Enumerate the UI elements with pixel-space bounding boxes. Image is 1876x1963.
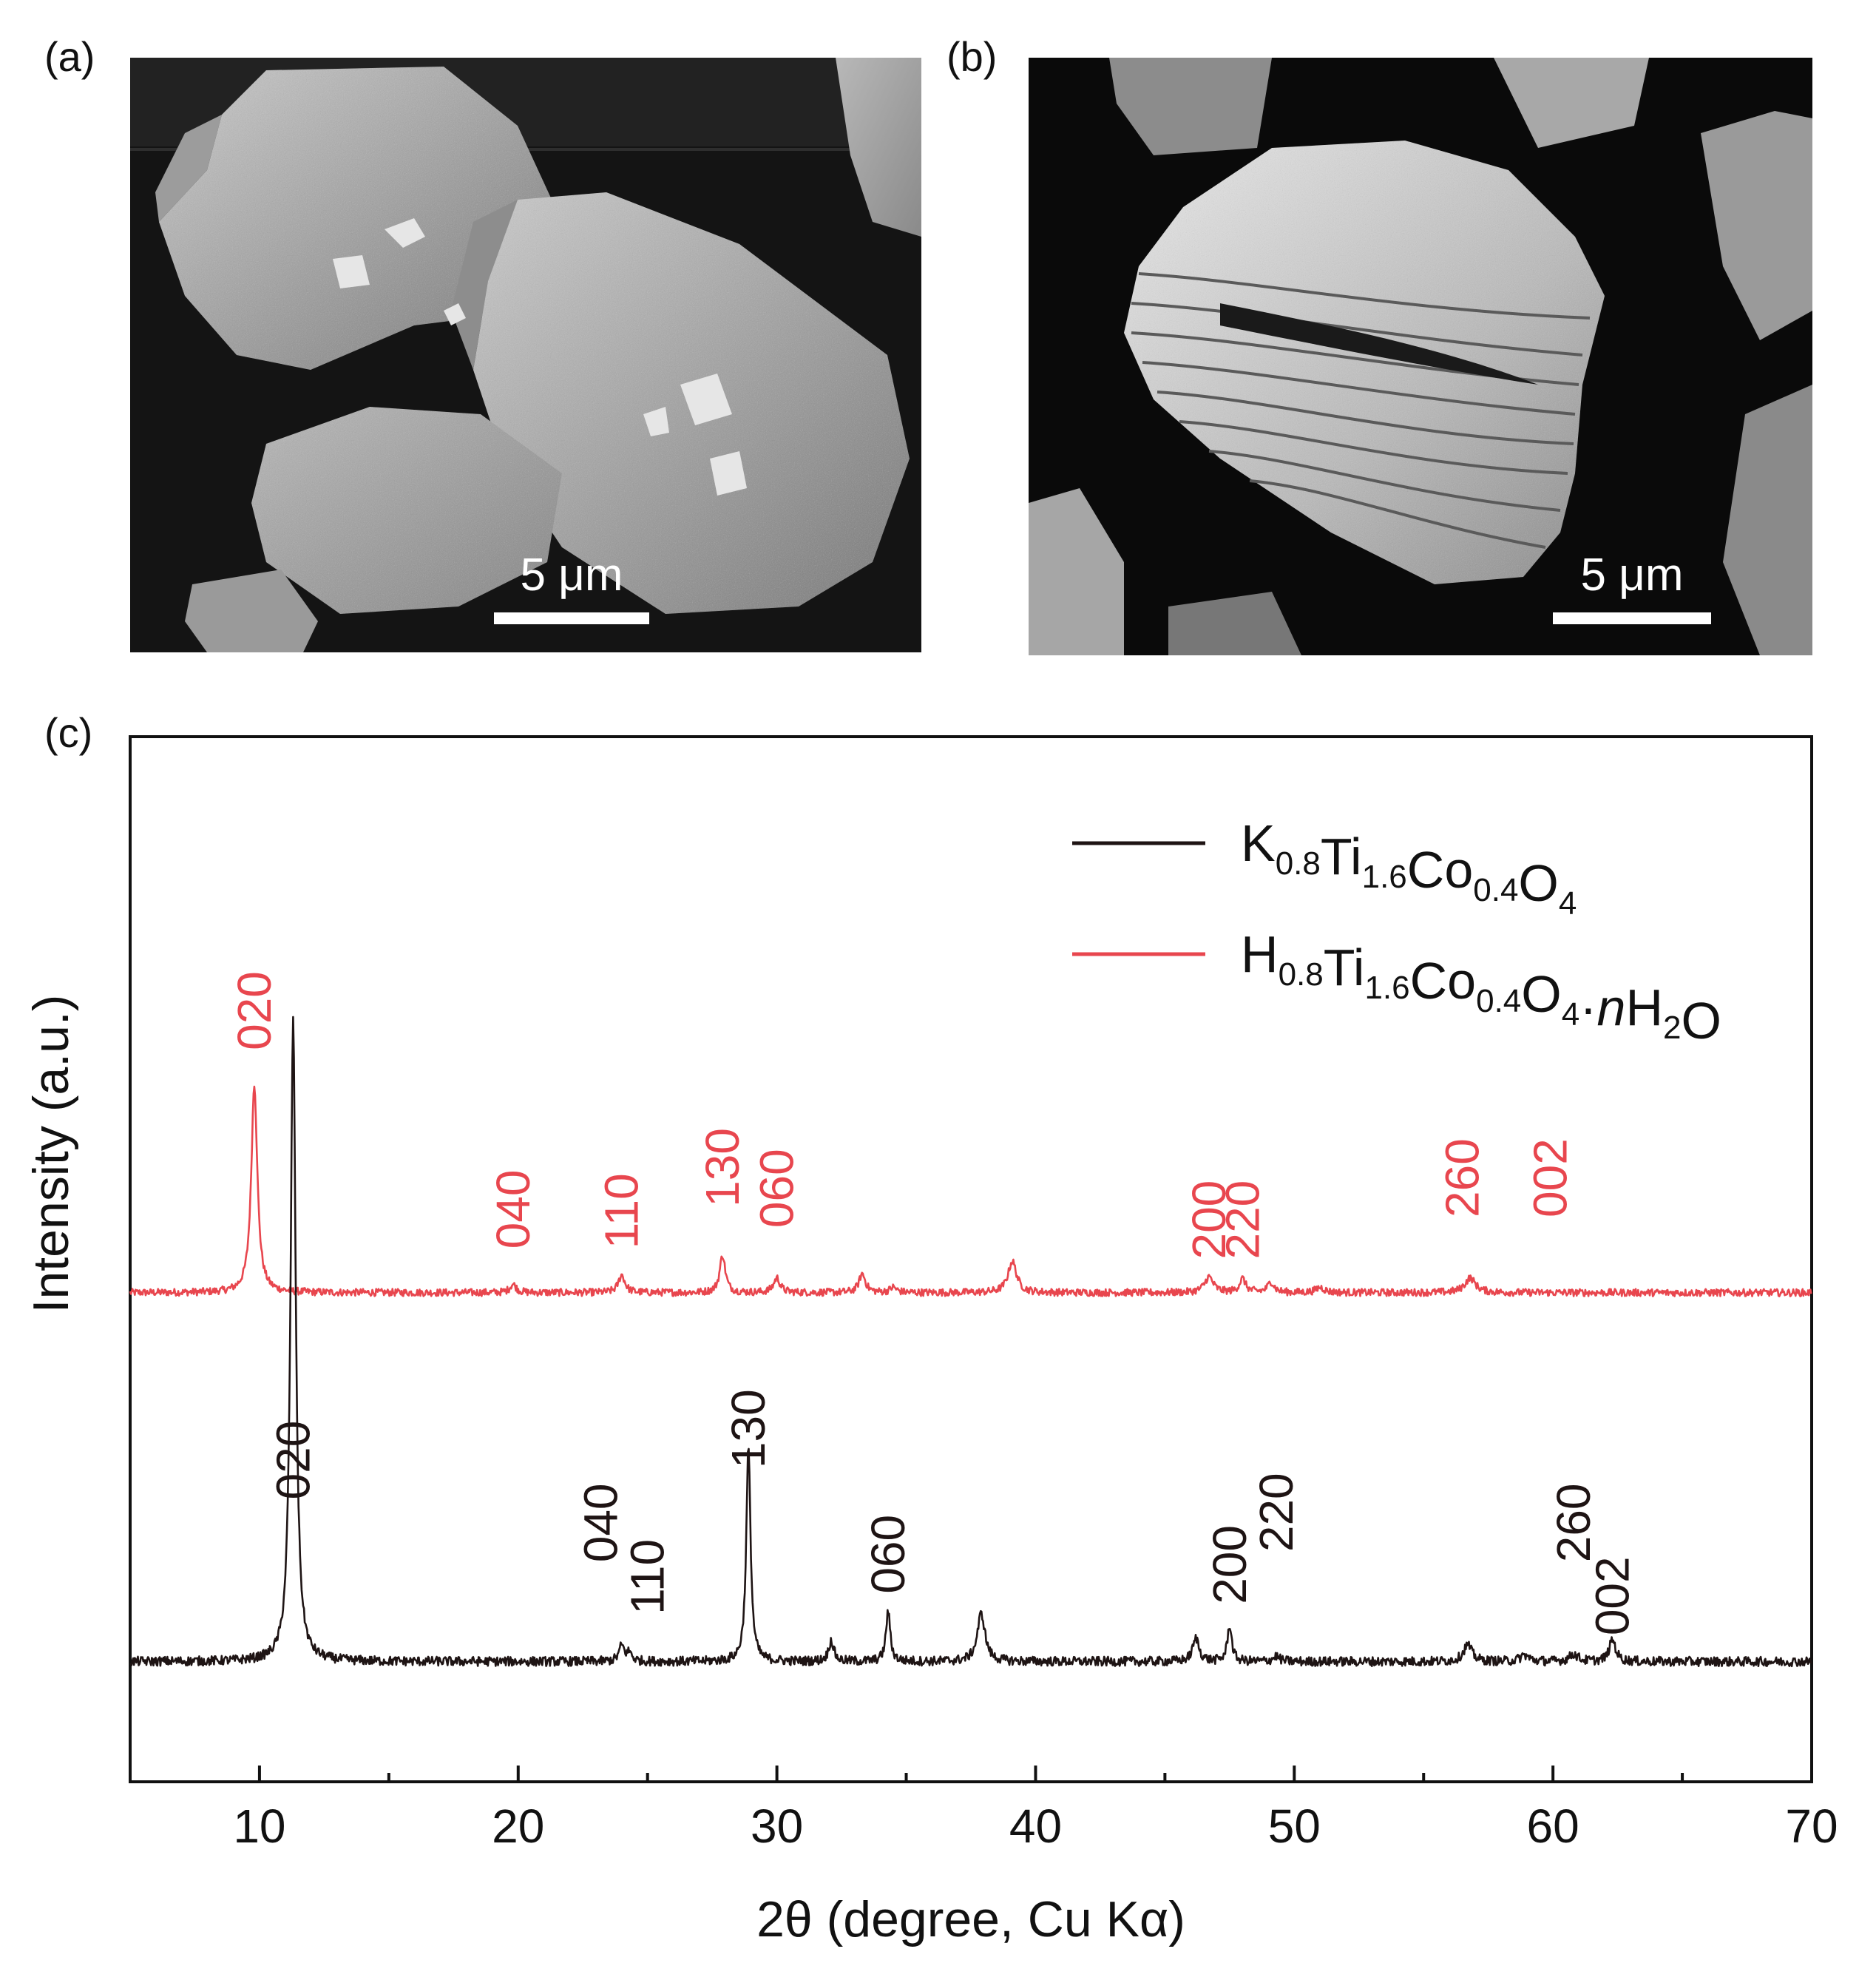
panel-b-label: (b) (947, 33, 997, 80)
hkl-label: 040 (487, 1170, 540, 1249)
legend-label: K0.8Ti1.6Co0.4O4 (1241, 814, 1577, 922)
x-tick-label: 60 (1527, 1800, 1579, 1853)
series-line (129, 1085, 1812, 1297)
scale-bar-a-label: 5 μm (520, 550, 623, 601)
x-tick-label: 50 (1268, 1800, 1321, 1853)
hkl-label: 200 (1203, 1525, 1256, 1604)
hkl-label: 002 (1586, 1556, 1639, 1635)
hkl-label: 110 (621, 1539, 674, 1615)
scale-bar-b-label: 5 μm (1580, 550, 1683, 601)
hkl-label: 002 (1524, 1138, 1577, 1217)
hkl-label: 060 (751, 1149, 804, 1228)
x-tick-label: 20 (492, 1800, 544, 1853)
panel-c-label: (c) (44, 709, 92, 756)
scale-bar-a (494, 612, 649, 624)
sem-image-b: 5 μm (1029, 58, 1812, 655)
hkl-label: 020 (228, 971, 281, 1050)
hkl-label: 260 (1436, 1138, 1489, 1217)
crystal-layers (1131, 272, 1591, 549)
crystal-lower-left (251, 407, 562, 614)
hkl-label: 220 (1216, 1180, 1269, 1260)
hkl-label: 260 (1547, 1483, 1600, 1562)
hkl-label: 060 (861, 1515, 915, 1594)
series-layer (129, 1016, 1812, 1668)
y-axis-label: Intensity (a.u.) (23, 995, 79, 1314)
x-tick-label: 70 (1785, 1800, 1838, 1853)
x-tick-label: 30 (751, 1800, 803, 1853)
hkl-label: 220 (1250, 1473, 1303, 1552)
scale-bar-b (1553, 612, 1711, 624)
x-tick-label: 40 (1009, 1800, 1062, 1853)
hkl-label: 040 (575, 1483, 628, 1562)
hkl-label: 020 (266, 1421, 319, 1500)
x-axis-ticks: 10 20 30 40 50 60 70 (129, 1766, 1838, 1853)
legend-label: H0.8Ti1.6Co0.4O4·nH2O (1241, 925, 1721, 1050)
x-axis-label: 2θ (degree, Cu Kα) (756, 1891, 1185, 1947)
crystal-layered (1124, 141, 1605, 584)
plot-frame (129, 735, 1813, 1783)
sem-image-a: 5 μm (130, 58, 921, 652)
series-line (129, 1016, 1812, 1668)
hkl-label: 130 (722, 1389, 775, 1468)
hkl-label: 110 (595, 1173, 649, 1249)
hkl-label: 200 (1182, 1180, 1236, 1260)
panel-a-label: (a) (44, 33, 95, 80)
hkl-label: 130 (696, 1128, 749, 1207)
x-tick-label: 10 (233, 1800, 285, 1853)
